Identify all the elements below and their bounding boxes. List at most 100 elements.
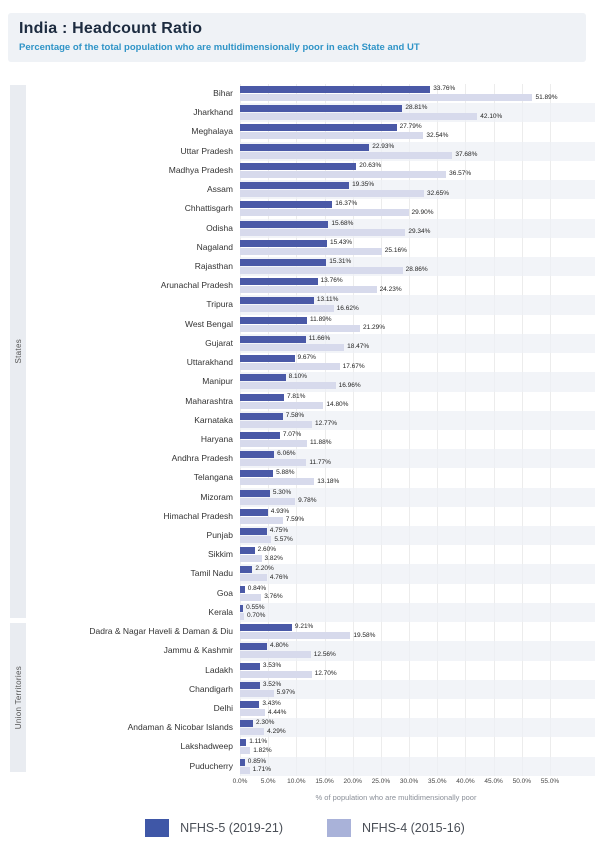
legend-swatch xyxy=(327,819,351,837)
chart-row: Odisha 15.68% 29.34% xyxy=(0,218,610,238)
value-label-nfhs5: 2.60% xyxy=(257,546,277,554)
bar-nfhs4 xyxy=(240,536,272,544)
value-label-nfhs4: 12.56% xyxy=(313,650,336,658)
chart-row: Uttarakhand 9.67% 17.67% xyxy=(0,353,610,372)
bar-nfhs5 xyxy=(240,470,274,478)
gridline xyxy=(437,84,439,776)
bar-nfhs5 xyxy=(240,239,327,247)
legend-swatch xyxy=(145,819,170,837)
bar-nfhs5 xyxy=(240,297,314,305)
category-label: West Bengal xyxy=(184,318,233,329)
bar-nfhs5 xyxy=(240,547,255,555)
value-label-nfhs4: 4.44% xyxy=(268,708,287,716)
row-bars: 16.37% 29.90% xyxy=(240,199,595,218)
page-title: India : Headcount Ratio xyxy=(19,20,203,37)
value-label-nfhs5: 20.63% xyxy=(359,161,382,169)
chart-row: Madhya Pradesh 20.63% 36.57% xyxy=(0,161,610,180)
bar-nfhs5 xyxy=(240,624,292,632)
plot-rows: Bihar 33.76% 51.89% Jharkhand 28.81% 42.10% Me… xyxy=(0,84,610,776)
row-bars: 15.43% 25.16% xyxy=(240,238,595,257)
gridline xyxy=(380,84,382,776)
bar-nfhs5 xyxy=(240,528,267,536)
chart-row: West Bengal 11.89% 21.29% xyxy=(0,315,610,334)
value-label-nfhs5: 11.89% xyxy=(310,315,332,323)
row-bars: 19.35% 32.65% xyxy=(240,180,595,200)
category-label: Karnataka xyxy=(194,414,233,425)
value-label-nfhs4: 4.76% xyxy=(269,573,289,581)
x-tick-label: 40.0% xyxy=(456,778,475,785)
category-label: Chhattisgarh xyxy=(184,203,233,214)
x-axis-title: % of population who are multidimensional… xyxy=(315,793,477,802)
chart-row: Dadra & Nagar Haveli & Daman & Diu 9.21% 1… xyxy=(0,622,610,641)
chart-row: Maharashtra 7.81% 14.80% xyxy=(0,392,610,411)
bar-nfhs4 xyxy=(240,593,262,601)
bar-nfhs5 xyxy=(240,508,268,516)
bar-nfhs4 xyxy=(240,113,478,121)
chart-row: Jammu & Kashmir 4.80% 12.56% xyxy=(0,641,610,661)
row-bars: 7.81% 14.80% xyxy=(240,392,595,411)
chart-row: Arunachal Pradesh 13.76% 24.23% xyxy=(0,276,610,295)
chart-row: Goa 0.84% 3.76% xyxy=(0,584,610,603)
x-tick-label: 45.0% xyxy=(484,778,503,785)
x-tick-label: 0.0% xyxy=(232,778,248,785)
x-tick-label: 15.0% xyxy=(315,778,334,785)
value-label-nfhs5: 5.30% xyxy=(272,488,292,496)
value-label-nfhs4: 32.65% xyxy=(427,189,450,197)
chart-row: Gujarat 11.66% 18.47% xyxy=(0,333,610,354)
value-label-nfhs5: 3.52% xyxy=(262,680,282,688)
value-label-nfhs4: 11.88% xyxy=(309,439,332,447)
legend-item: NFHS-5 (2019-21) xyxy=(145,819,283,837)
chart-row: Puducherry 0.85% 1.71% xyxy=(0,756,610,776)
row-bars: 2.60% 3.82% xyxy=(240,545,595,564)
bar-nfhs5 xyxy=(240,278,318,286)
bar-nfhs5 xyxy=(240,258,327,266)
value-label-nfhs5: 15.31% xyxy=(329,257,352,265)
gridline xyxy=(324,84,326,776)
value-label-nfhs4: 12.70% xyxy=(314,670,337,678)
value-label-nfhs4: 29.90% xyxy=(411,208,434,216)
value-label-nfhs5: 7.07% xyxy=(282,430,302,438)
value-label-nfhs5: 8.10% xyxy=(288,373,308,381)
gridlines xyxy=(240,84,552,776)
x-tick-label: 50.0% xyxy=(512,778,532,785)
value-label-nfhs4: 13.18% xyxy=(317,477,340,485)
bar-nfhs4 xyxy=(240,363,340,371)
bar-nfhs4 xyxy=(240,420,312,428)
row-bars: 4.80% 12.56% xyxy=(240,641,595,661)
value-label-nfhs5: 2.30% xyxy=(255,719,275,727)
value-label-nfhs5: 9.67% xyxy=(297,354,316,362)
row-bars: 9.21% 19.58% xyxy=(240,622,595,641)
gridline xyxy=(465,84,467,776)
x-tick-label: 35.0% xyxy=(428,778,447,785)
bar-nfhs4 xyxy=(240,689,274,697)
value-label-nfhs4: 12.77% xyxy=(314,420,338,428)
row-bars: 13.76% 24.23% xyxy=(240,276,595,295)
row-bars: 5.30% 9.78% xyxy=(240,487,595,507)
category-label: Andaman & Nicobar Islands xyxy=(127,722,233,733)
chart-row: Nagaland 15.43% 25.16% xyxy=(0,238,610,257)
category-label: Gujarat xyxy=(205,337,233,348)
gridline xyxy=(296,84,298,776)
bar-nfhs4 xyxy=(240,612,244,620)
value-label-nfhs4: 29.34% xyxy=(408,228,431,236)
value-label-nfhs5: 0.55% xyxy=(246,603,265,611)
row-bars: 2.20% 4.76% xyxy=(240,564,595,584)
bar-nfhs5 xyxy=(240,201,333,209)
chart-row: Andhra Pradesh 6.06% 11.77% xyxy=(0,449,610,469)
value-label-nfhs4: 37.68% xyxy=(455,151,478,159)
category-label: Tamil Nadu xyxy=(190,568,233,579)
gridline xyxy=(521,84,523,776)
row-bars: 7.07% 11.88% xyxy=(240,430,595,449)
row-bars: 33.76% 51.89% xyxy=(240,84,595,103)
chart-row: Chandigarh 3.52% 5.97% xyxy=(0,679,610,699)
page-subtitle: Percentage of the total population who a… xyxy=(19,42,420,53)
bar-nfhs5 xyxy=(240,162,357,170)
x-tick-label: 20.0% xyxy=(343,778,362,785)
value-label-nfhs4: 5.57% xyxy=(274,535,293,543)
bar-nfhs4 xyxy=(240,555,262,563)
category-label: Rajasthan xyxy=(194,260,233,271)
chart-row: Tamil Nadu 2.20% 4.76% xyxy=(0,564,610,584)
bar-nfhs4 xyxy=(240,343,345,351)
chart-row: Kerala 0.55% 0.70% xyxy=(0,602,610,623)
row-bars: 9.67% 17.67% xyxy=(240,353,595,372)
